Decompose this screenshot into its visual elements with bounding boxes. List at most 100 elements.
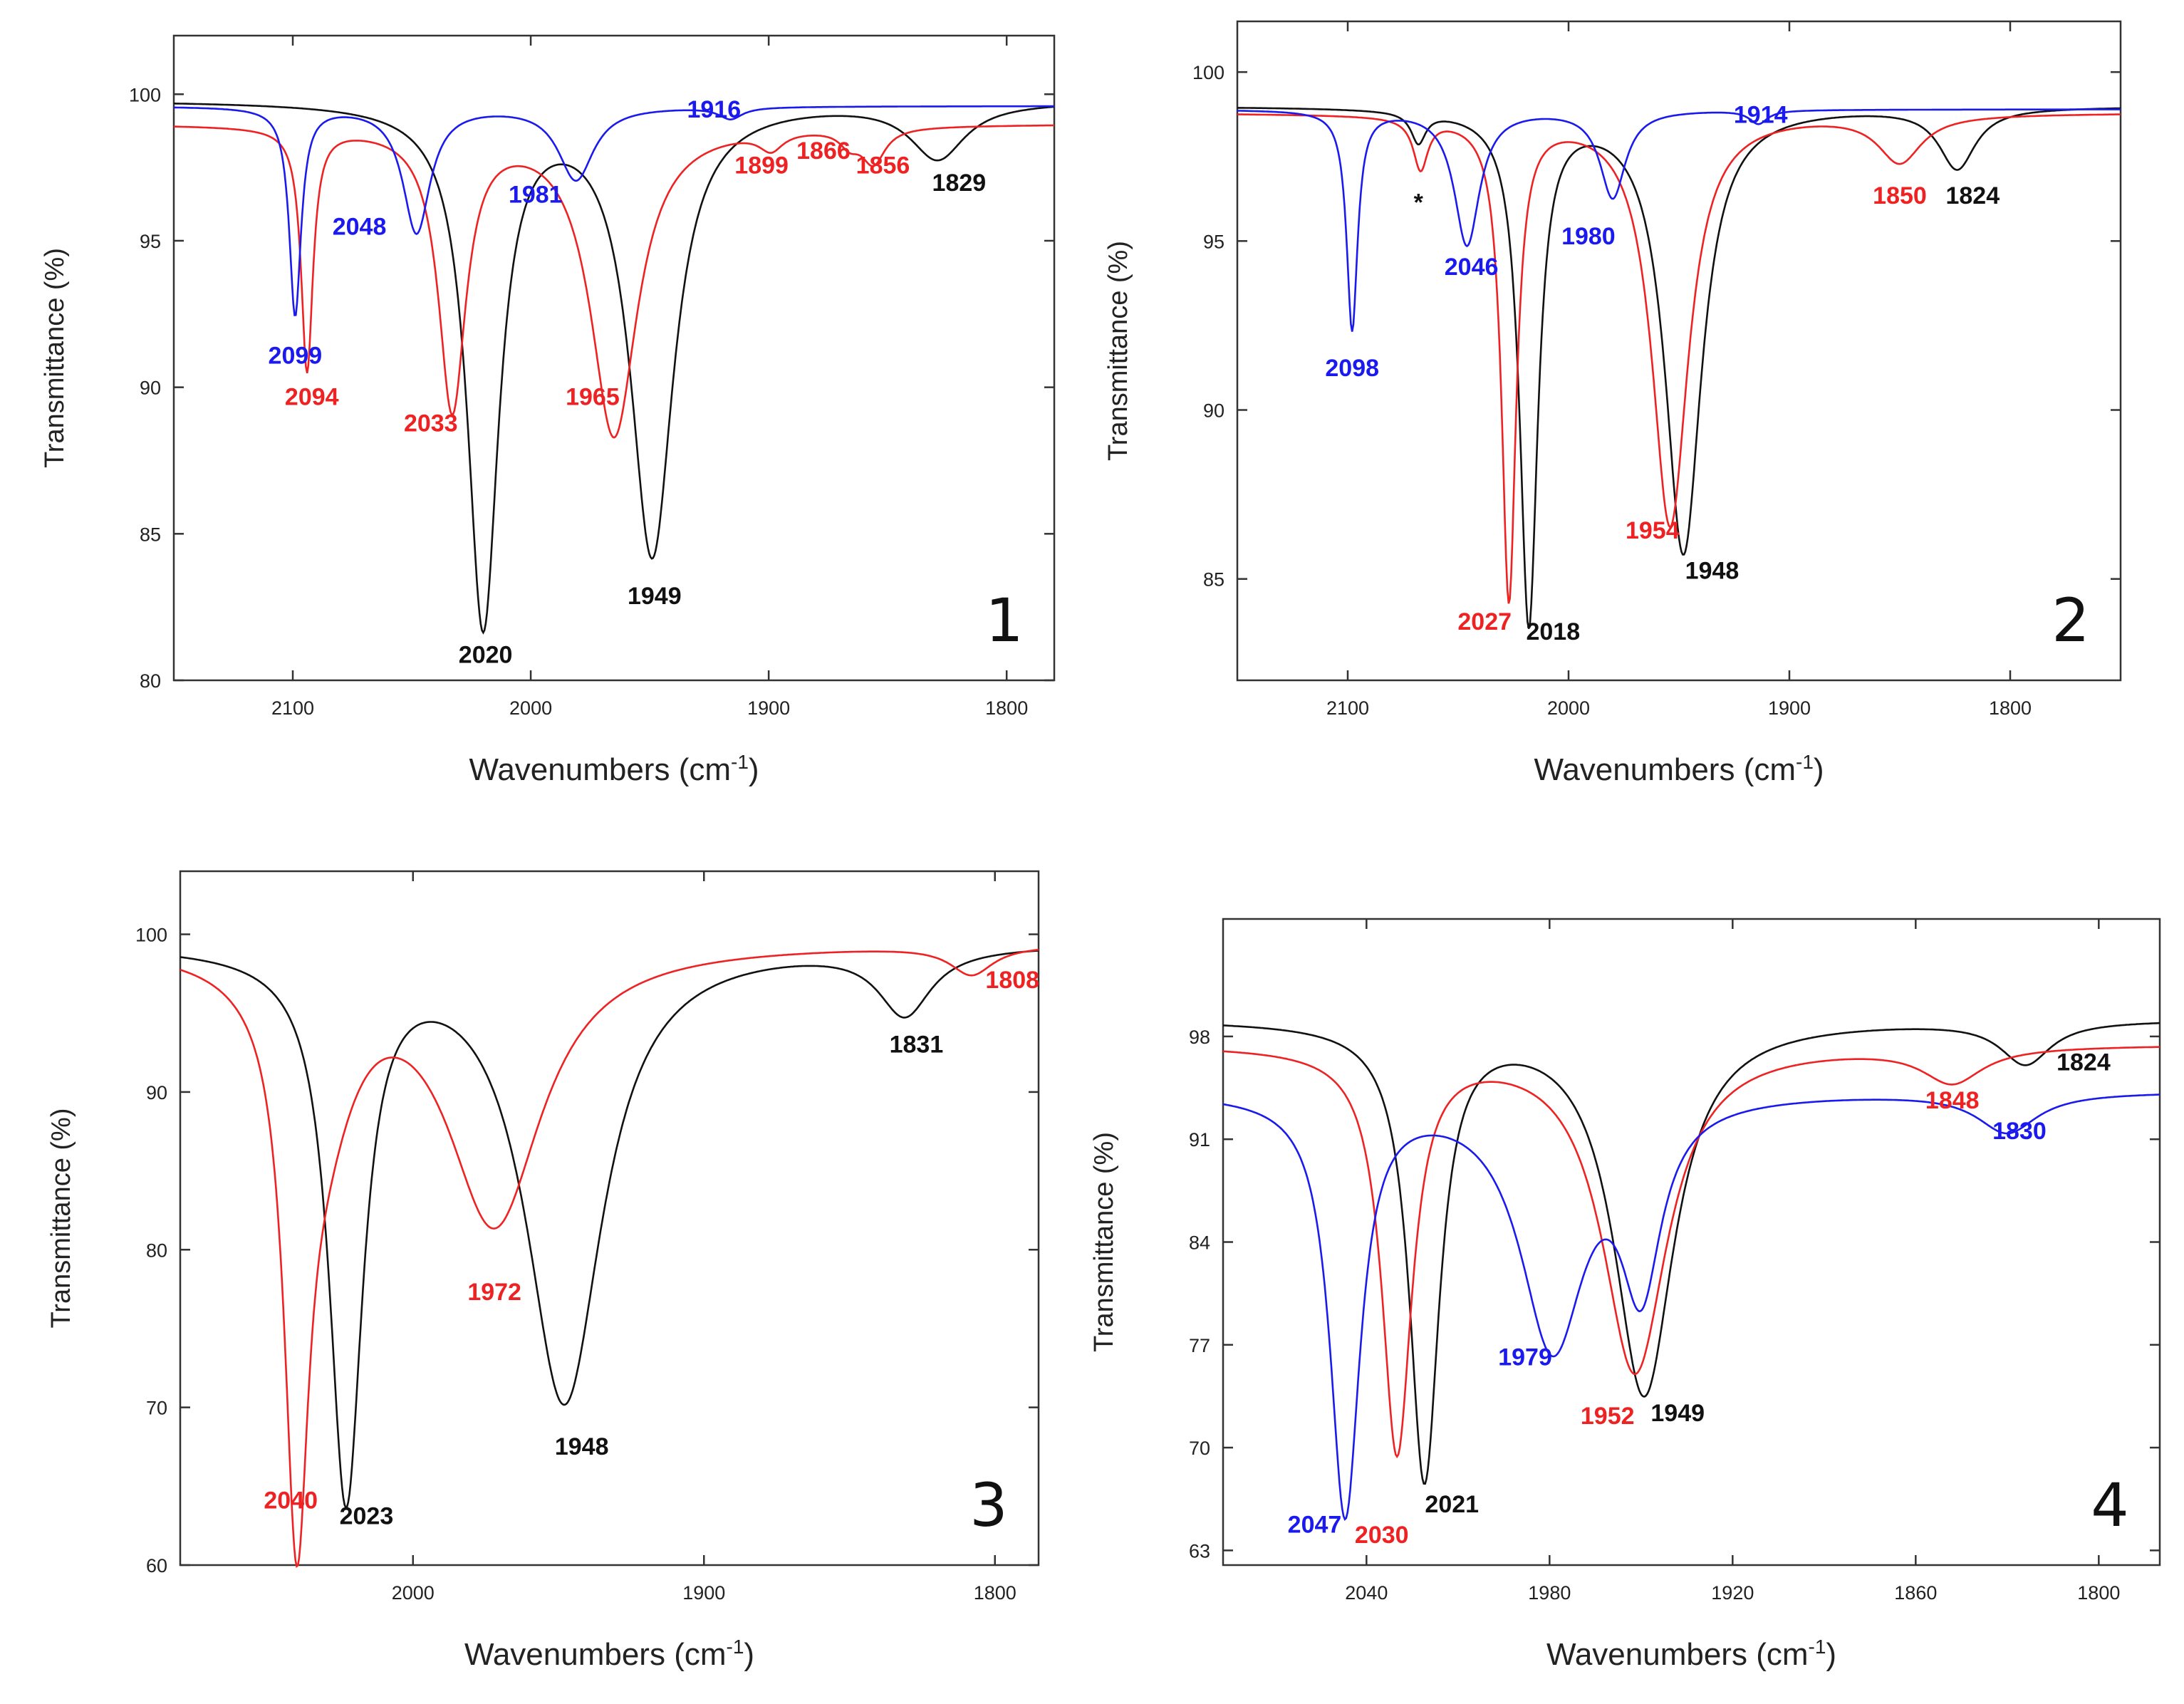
x-tick-label: 1800 [985, 697, 1028, 719]
y-tick-label: 85 [140, 524, 161, 545]
panel-number: 2 [2052, 586, 2089, 655]
peak-label: 1850 [1873, 182, 1927, 209]
x-tick-label: 1900 [747, 697, 790, 719]
chart-panel-3: 2000 1900 1800 60 70 80 90 100 2040 2023 1972 1948 1… [46, 870, 1040, 1672]
y-tick-label: 90 [146, 1082, 167, 1103]
y-tick-label: 80 [146, 1240, 167, 1261]
peak-label: 1856 [856, 152, 910, 179]
chart-panel-2: 2100 2000 1900 1800 85 90 95 100 * 2098 2046 1980 20… [1103, 20, 2122, 787]
peak-label: 2047 [1288, 1512, 1342, 1539]
y-tick-label: 98 [1189, 1027, 1210, 1048]
x-tick-label: 2000 [509, 697, 552, 719]
chart-panel-1: 2100 2000 1900 1800 80 85 90 95 100 2099 2094 2048 2… [40, 34, 1056, 787]
x-tick-label: 2100 [271, 697, 314, 719]
y-axis-label: Transmittance (%) [1103, 241, 1133, 461]
x-axis-label: Wavenumbers (cm-1) [469, 751, 759, 787]
peak-label: 1830 [1992, 1118, 2047, 1145]
peak-label: 1948 [555, 1433, 609, 1460]
peak-label: 1824 [2056, 1049, 2111, 1076]
plot-frame [172, 34, 1056, 682]
x-axis-label: Wavenumbers (cm-1) [1546, 1636, 1836, 1672]
peak-label: 2020 [459, 641, 513, 668]
x-tick-label: 1800 [2077, 1582, 2120, 1604]
peak-label: 1914 [1734, 101, 1788, 128]
y-tick-label: 80 [140, 670, 161, 692]
y-tick-label: 70 [146, 1398, 167, 1419]
y-tick-label: 95 [1203, 231, 1224, 252]
x-tick-label: 1800 [974, 1582, 1016, 1604]
x-tick-label: 1920 [1711, 1582, 1754, 1604]
y-axis-label: Transmittance (%) [1089, 1132, 1119, 1352]
peak-label: 2098 [1325, 355, 1379, 382]
peak-label: 1949 [1650, 1400, 1705, 1427]
peak-label: 1899 [734, 152, 789, 179]
x-axis-label-text: Wavenumbers (cm [469, 752, 731, 787]
y-tick-label: 100 [135, 925, 167, 946]
x-axis-label-close: ) [749, 752, 759, 787]
peak-label: 2018 [1526, 618, 1580, 645]
x-axis-label-superscript: -1 [1809, 1636, 1826, 1658]
peak-label: 1980 [1561, 223, 1616, 250]
chart-panel-4: 2040 1980 1920 1860 1800 63 70 77 84 91 98 2047 2030… [1089, 918, 2161, 1672]
y-tick-label: 77 [1189, 1335, 1210, 1356]
y-tick-label: 90 [1203, 400, 1224, 422]
x-axis-label: Wavenumbers (cm-1) [464, 1636, 754, 1672]
x-axis-label-close: ) [1814, 752, 1824, 787]
peak-label: 2094 [285, 383, 339, 410]
peak-label: 1948 [1685, 558, 1740, 585]
peak-label: 1952 [1581, 1403, 1635, 1430]
peak-label: 1965 [566, 383, 620, 410]
peak-label: 1831 [890, 1032, 944, 1059]
x-axis-label-text: Wavenumbers (cm [464, 1637, 727, 1672]
series-line-black [1237, 107, 2121, 629]
x-axis-label-superscript: -1 [1796, 751, 1814, 773]
peak-label: 1954 [1626, 517, 1680, 544]
peak-label: 2030 [1355, 1522, 1409, 1549]
series-line-black [180, 950, 1039, 1510]
peak-label: 1949 [628, 583, 682, 610]
series-line-blue [174, 105, 1054, 316]
x-axis-label-superscript: -1 [727, 1636, 744, 1658]
y-tick-label: 100 [1192, 62, 1224, 83]
y-axis-label: Transmittance (%) [40, 248, 70, 468]
peak-label: 2099 [269, 343, 323, 370]
x-axis-label-close: ) [744, 1637, 754, 1672]
y-axis-label: Transmittance (%) [46, 1108, 76, 1329]
peak-label: 1916 [687, 96, 741, 123]
y-tick-label: 95 [140, 231, 161, 252]
x-tick-label: 1900 [1768, 697, 1811, 719]
x-tick-label: 1860 [1894, 1582, 1937, 1604]
panel-number: 4 [2091, 1470, 2128, 1540]
peak-label: 1808 [985, 967, 1039, 994]
x-tick-label: 2100 [1326, 697, 1369, 719]
x-axis-label-text: Wavenumbers (cm [1534, 752, 1796, 787]
y-tick-label: 84 [1189, 1232, 1210, 1254]
peak-label: 2021 [1425, 1491, 1479, 1518]
y-tick-label: 90 [140, 378, 161, 399]
peak-label: 2046 [1445, 254, 1499, 281]
x-tick-label: 1980 [1528, 1582, 1571, 1604]
plot-frame [1222, 918, 2161, 1567]
peak-label: * [1414, 189, 1424, 217]
peak-label: 1979 [1498, 1344, 1552, 1371]
series-line-red [174, 124, 1054, 439]
x-axis-label-superscript: -1 [731, 751, 749, 773]
y-tick-label: 91 [1189, 1129, 1210, 1150]
peak-label: 1866 [796, 137, 851, 165]
x-tick-label: 2040 [1345, 1582, 1388, 1604]
x-tick-label: 2000 [1547, 697, 1590, 719]
panel-number: 1 [985, 586, 1023, 655]
y-tick-label: 70 [1189, 1438, 1210, 1459]
series-line-black [174, 103, 1055, 635]
plot-frame [179, 870, 1040, 1567]
peak-label: 1848 [1925, 1087, 1980, 1114]
series-line-blue [1222, 1093, 2160, 1521]
panel-number: 3 [969, 1470, 1007, 1540]
peak-label: 1972 [467, 1279, 521, 1306]
peak-label: 2048 [333, 214, 387, 241]
x-tick-label: 2000 [392, 1582, 435, 1604]
y-tick-label: 100 [129, 84, 161, 105]
x-tick-label: 1900 [682, 1582, 725, 1604]
peak-label: 1981 [509, 181, 563, 208]
